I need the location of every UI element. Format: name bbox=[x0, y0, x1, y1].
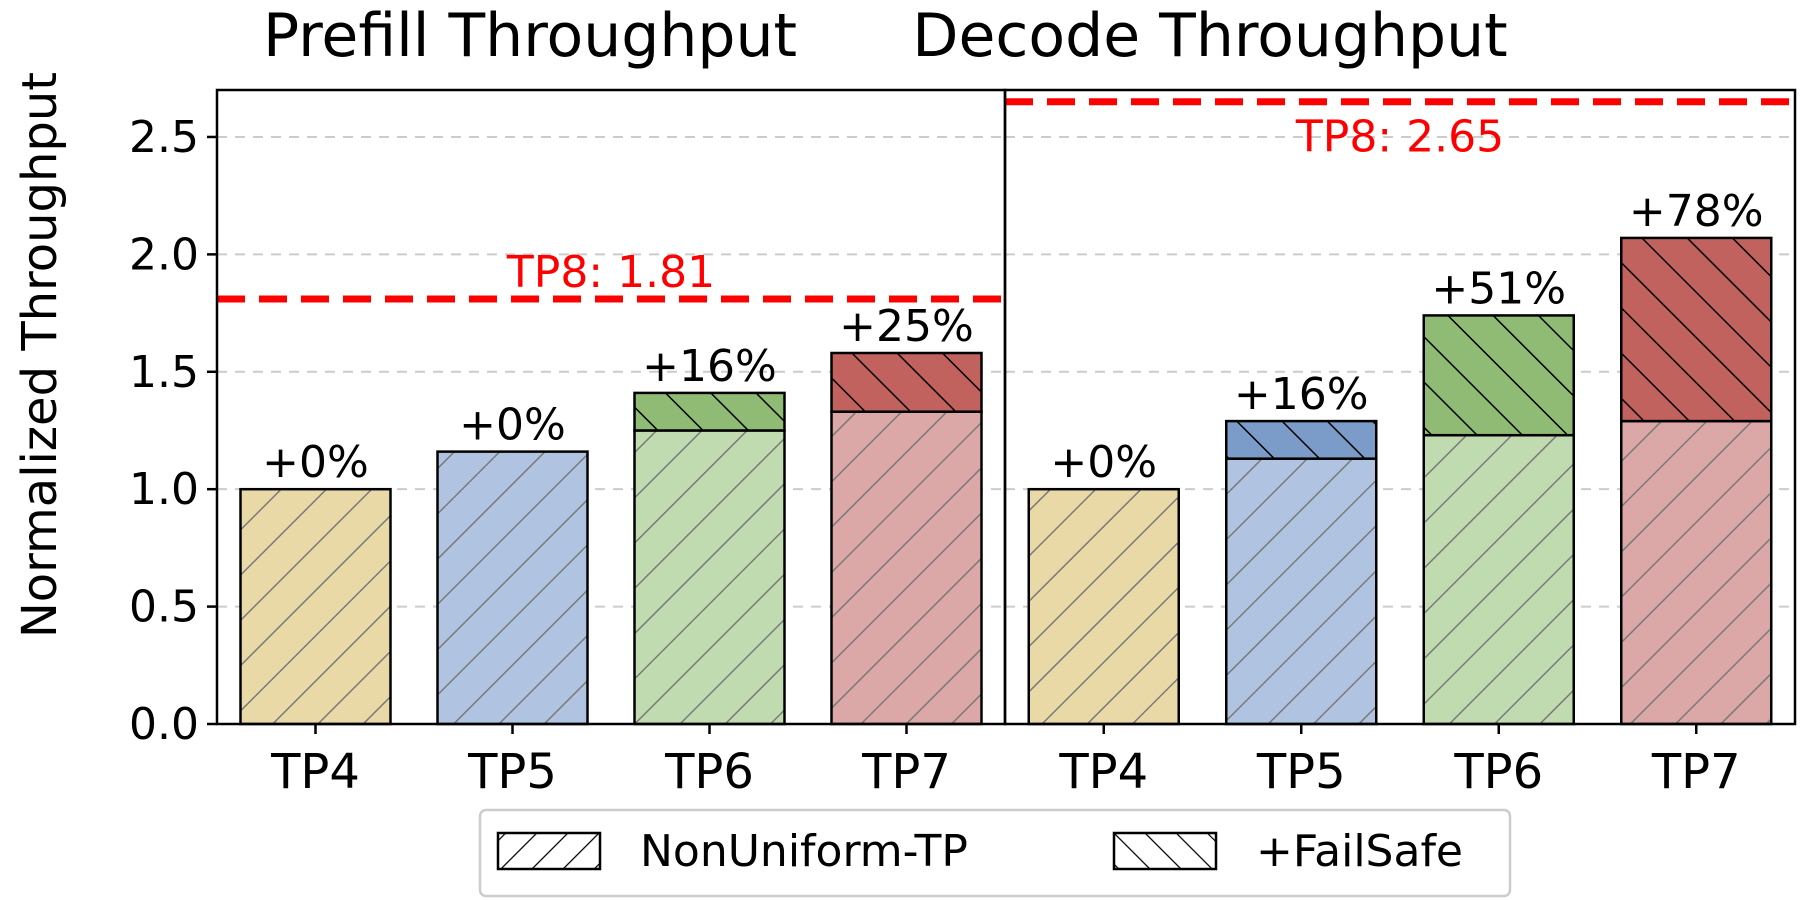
x-tick-label: TP6 bbox=[1453, 744, 1543, 800]
y-tick-label: 2.5 bbox=[129, 112, 199, 163]
legend-swatch-failsafe bbox=[1112, 831, 1218, 871]
x-tick-label: TP5 bbox=[467, 744, 557, 800]
bar-failsafe-hatch bbox=[1226, 421, 1377, 459]
x-tick-label: TP6 bbox=[664, 744, 754, 800]
legend: NonUniform-TP +FailSafe bbox=[478, 808, 1512, 898]
bar-failsafe-hatch bbox=[634, 392, 785, 431]
bar-failsafe-hatch bbox=[1621, 237, 1772, 422]
bar-nonuniform-tp-hatch bbox=[1423, 435, 1574, 724]
bar-failsafe-outline bbox=[633, 391, 786, 432]
x-tick-label: TP7 bbox=[861, 744, 951, 800]
x-tick-label: TP4 bbox=[270, 744, 360, 800]
bar-nonuniform-tp-hatch bbox=[1621, 421, 1772, 724]
bar-value-label: +78% bbox=[1629, 186, 1764, 237]
tick-labels: 0.0 0.5 1.0 1.5 2.0 2.5 TP4 TP5 TP6 TP7 TP4 TP5 TP6 T… bbox=[129, 112, 1741, 800]
bar-value-label: +0% bbox=[1050, 437, 1157, 488]
bar-value-label: +0% bbox=[262, 437, 369, 488]
panel-title-decode: Decode Throughput bbox=[912, 1, 1507, 71]
bar-nonuniform-tp-hatch bbox=[1028, 489, 1179, 724]
y-tick-label: 1.0 bbox=[129, 464, 199, 515]
bar-value-label: +25% bbox=[839, 301, 974, 352]
y-tick-label: 0.5 bbox=[129, 582, 199, 633]
bar-labels: +0% +0% +16% +25% +0% +16% +51% +78% bbox=[262, 186, 1763, 488]
y-tick-label: 0.0 bbox=[129, 699, 199, 750]
x-tick-label: TP7 bbox=[1651, 744, 1741, 800]
legend-label-nonuniform-tp: NonUniform-TP bbox=[640, 826, 968, 877]
reference-line-label: TP8: 1.81 bbox=[506, 247, 715, 298]
bar-nonuniform-tp-hatch bbox=[240, 489, 391, 724]
axes bbox=[215, 88, 1797, 726]
bar-failsafe-hatch bbox=[831, 352, 982, 412]
bars bbox=[239, 236, 1773, 726]
bar-failsafe-outline bbox=[1225, 419, 1378, 460]
legend-frame bbox=[478, 808, 1512, 898]
bar-failsafe-outline bbox=[1620, 236, 1773, 423]
bar-failsafe-outline bbox=[1422, 314, 1575, 437]
bar-value-label: +16% bbox=[1234, 369, 1369, 420]
bar-failsafe-hatch bbox=[1423, 315, 1574, 436]
bar-value-label: +51% bbox=[1431, 263, 1566, 314]
bar-nonuniform-tp-hatch bbox=[437, 451, 588, 724]
reference-line-label: TP8: 2.65 bbox=[1295, 112, 1504, 163]
bar-failsafe-outline bbox=[830, 351, 983, 413]
bar-nonuniform-tp-hatch bbox=[831, 411, 982, 724]
legend-swatch-nonuniform-tp bbox=[496, 831, 602, 871]
x-tick-label: TP4 bbox=[1058, 744, 1148, 800]
reference-lines: TP8: 1.81 TP8: 2.65 bbox=[217, 98, 1795, 303]
x-tick-label: TP5 bbox=[1256, 744, 1346, 800]
bar-nonuniform-tp-hatch bbox=[634, 430, 785, 724]
bar-value-label: +16% bbox=[642, 341, 777, 392]
panel-title-prefill: Prefill Throughput bbox=[263, 1, 797, 71]
y-tick-label: 2.0 bbox=[129, 229, 199, 280]
bar-nonuniform-tp-hatch bbox=[1226, 458, 1377, 724]
y-tick-label: 1.5 bbox=[129, 347, 199, 398]
bar-value-label: +0% bbox=[459, 400, 566, 451]
y-axis-label: Normalized Throughput bbox=[12, 72, 68, 638]
legend-label-failsafe: +FailSafe bbox=[1256, 826, 1463, 877]
plot-frame bbox=[1003, 88, 1797, 726]
